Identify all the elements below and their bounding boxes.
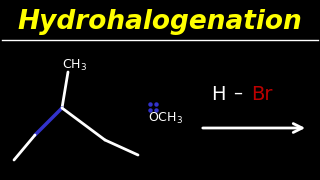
Text: –: – — [234, 84, 243, 102]
Text: Br: Br — [251, 86, 273, 105]
Text: $\mathregular{OCH_3}$: $\mathregular{OCH_3}$ — [148, 111, 183, 126]
Text: Hydrohalogenation: Hydrohalogenation — [18, 9, 302, 35]
Text: $\mathregular{CH_3}$: $\mathregular{CH_3}$ — [62, 58, 88, 73]
Text: H: H — [211, 86, 225, 105]
